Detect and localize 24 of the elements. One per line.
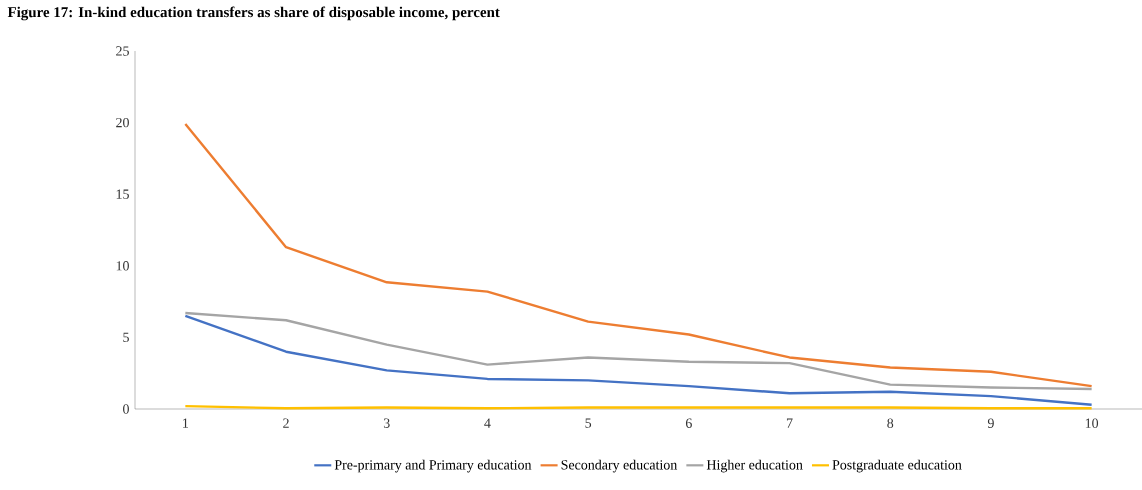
y-tick-label: 25 bbox=[116, 46, 129, 56]
y-tick-label: 0 bbox=[123, 404, 129, 414]
y-tick-label: 20 bbox=[116, 117, 129, 128]
legend-label: Secondary education bbox=[561, 459, 678, 473]
x-tick-label: 10 bbox=[1085, 418, 1099, 428]
x-tick-label: 1 bbox=[183, 418, 188, 428]
x-tick-label: 7 bbox=[786, 418, 793, 428]
x-tick-label: 8 bbox=[887, 418, 894, 428]
x-tick-label: 9 bbox=[987, 418, 994, 428]
legend-label: Pre-primary and Primary education bbox=[334, 459, 532, 473]
x-tick-label: 5 bbox=[585, 418, 592, 428]
legend-label: Higher education bbox=[706, 459, 803, 473]
x-tick-label: 2 bbox=[283, 418, 289, 428]
x-tick-label: 4 bbox=[484, 418, 491, 428]
x-tick-label: 3 bbox=[383, 418, 390, 428]
line-series bbox=[184, 122, 1093, 388]
y-tick-label: 15 bbox=[116, 189, 129, 199]
x-tick-label: 6 bbox=[685, 418, 692, 428]
line-series bbox=[184, 314, 1093, 406]
chart-title: Figure 17: In-kind education transfers as share of disposable income, percent bbox=[7, 6, 500, 21]
y-tick-label: 5 bbox=[123, 332, 129, 343]
legend-label: Postgraduate education bbox=[832, 459, 962, 473]
line-series bbox=[184, 311, 1093, 391]
y-tick-label: 10 bbox=[116, 261, 129, 271]
